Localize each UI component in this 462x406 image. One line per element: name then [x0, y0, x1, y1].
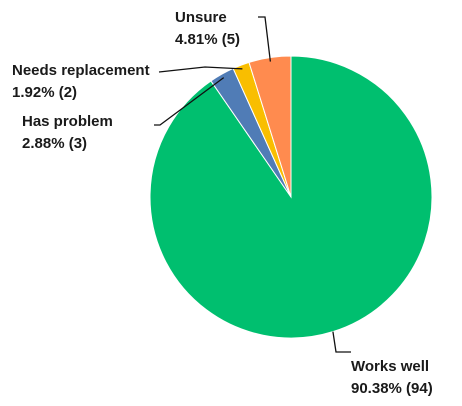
slice-label-name-needs-replacement: Needs replacement [12, 62, 150, 79]
leader-line-needs-replacement [158, 66, 243, 73]
slice-label-value-works-well: 90.38% (94) [351, 380, 433, 397]
leader-line-unsure [258, 16, 272, 62]
pie-slices [149, 55, 433, 339]
slice-label-name-unsure: Unsure [175, 9, 227, 26]
leader-line-has-problem [154, 77, 225, 126]
leader-lines [154, 16, 351, 353]
slice-labels: Works well 90.38% (94) Has problem 2.88% (3… [12, 9, 433, 397]
slice-label-name-has-problem: Has problem [22, 113, 113, 130]
slice-label-name-works-well: Works well [351, 358, 429, 375]
leader-line-works-well [332, 331, 351, 353]
slice-label-value-needs-replacement: 1.92% (2) [12, 84, 77, 101]
slice-label-value-has-problem: 2.88% (3) [22, 135, 87, 152]
slice-label-value-unsure: 4.81% (5) [175, 31, 240, 48]
